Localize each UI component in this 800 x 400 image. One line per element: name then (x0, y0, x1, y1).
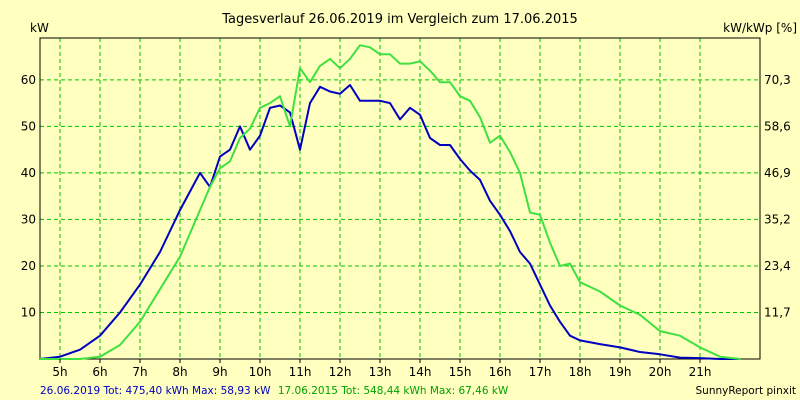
x-tick-label: 5h (52, 365, 67, 379)
x-tick-label: 17h (529, 365, 552, 379)
footer-stats: 26.06.2019 Tot: 475,40 kWh Max: 58,93 kW… (40, 385, 509, 397)
x-tick-label: 15h (449, 365, 472, 379)
x-tick-label: 13h (369, 365, 392, 379)
y-tick-label-left: 30 (21, 212, 36, 226)
y-tick-label-right: 11,7 (764, 305, 791, 319)
x-tick-label: 18h (569, 365, 592, 379)
x-tick-label: 11h (289, 365, 312, 379)
series-line-1 (39, 84, 741, 360)
grid (40, 38, 760, 359)
x-tick-label: 14h (409, 365, 432, 379)
x-tick-label: 12h (329, 365, 352, 379)
x-tick-label: 16h (489, 365, 512, 379)
footer-series-2: 17.06.2015 Tot: 548,44 kWh Max: 67,46 kW (278, 385, 509, 397)
x-tick-label: 21h (689, 365, 712, 379)
y-tick-label-left: 60 (21, 73, 36, 87)
x-tick-label: 6h (92, 365, 107, 379)
y-tick-label-left: 20 (21, 259, 36, 273)
x-tick-label: 20h (649, 365, 672, 379)
chart-title: Tagesverlauf 26.06.2019 im Vergleich zum… (221, 12, 578, 27)
y-tick-label-left: 50 (21, 119, 36, 133)
footer-credit: SunnyReport pinxit (696, 385, 796, 397)
tick-labels: 5h 6h 7h 8h 9h 10h 11h 12h 13h 14h 15h 16h 17h 18h 19h… (21, 73, 791, 379)
y-tick-label-left: 40 (21, 166, 36, 180)
plot-area-frame (39, 37, 761, 360)
x-tick-label: 9h (212, 365, 227, 379)
y-axis-label-left: kW (30, 21, 49, 35)
series-line-2 (39, 44, 741, 360)
y-tick-label-right: 35,2 (764, 212, 791, 226)
x-tick-label: 10h (249, 365, 272, 379)
y-axis-label-right: kW/kWp [%] (723, 21, 797, 35)
x-tick-label: 7h (132, 365, 147, 379)
y-tick-label-right: 46,9 (764, 166, 791, 180)
y-tick-label-left: 10 (21, 305, 36, 319)
series-layer (39, 44, 741, 360)
x-tick-label: 19h (609, 365, 632, 379)
footer-series-1: 26.06.2019 Tot: 475,40 kWh Max: 58,93 kW (40, 385, 271, 397)
y-tick-label-right: 23,4 (764, 259, 791, 273)
y-tick-label-right: 70,3 (764, 73, 791, 87)
x-tick-label: 8h (172, 365, 187, 379)
y-tick-label-right: 58,6 (764, 119, 791, 133)
